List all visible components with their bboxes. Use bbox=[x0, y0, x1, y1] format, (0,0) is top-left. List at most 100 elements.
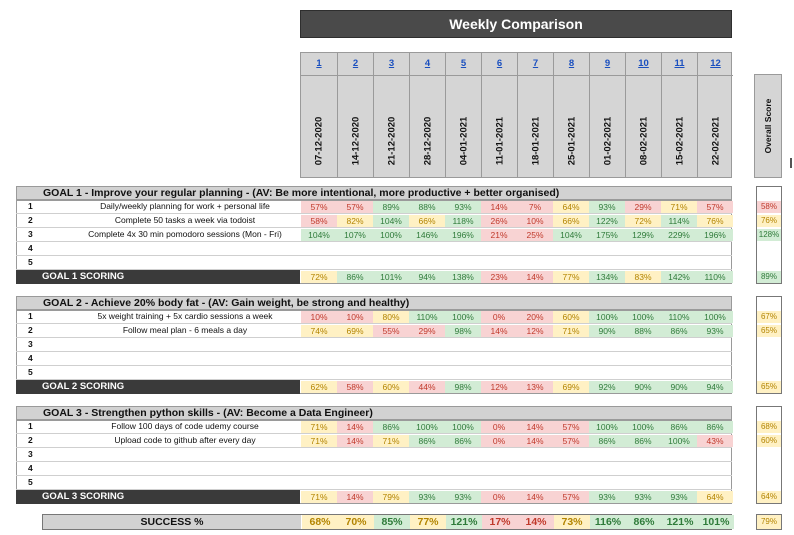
week-score-cell[interactable]: 196% bbox=[697, 229, 733, 241]
week-score-cell[interactable]: 0% bbox=[481, 311, 517, 323]
week-score-cell[interactable]: 60% bbox=[553, 311, 589, 323]
week-score-cell[interactable]: 93% bbox=[589, 201, 625, 213]
week-score-cell[interactable] bbox=[337, 257, 373, 269]
week-score-cell[interactable] bbox=[373, 463, 409, 475]
week-score-cell[interactable] bbox=[589, 257, 625, 269]
week-number-link[interactable]: 9 bbox=[604, 58, 611, 69]
week-score-cell[interactable]: 86% bbox=[409, 435, 445, 447]
week-score-cell[interactable] bbox=[409, 353, 445, 365]
week-score-cell[interactable]: 14% bbox=[481, 201, 517, 213]
week-score-cell[interactable]: 10% bbox=[337, 311, 373, 323]
week-score-cell[interactable]: 93% bbox=[445, 201, 481, 213]
week-score-cell[interactable]: 26% bbox=[481, 215, 517, 227]
week-score-cell[interactable] bbox=[409, 257, 445, 269]
week-number-link[interactable]: 3 bbox=[388, 58, 395, 69]
week-score-cell[interactable] bbox=[589, 463, 625, 475]
week-score-cell[interactable]: 88% bbox=[409, 201, 445, 213]
week-score-cell[interactable]: 14% bbox=[517, 421, 553, 433]
week-score-cell[interactable]: 57% bbox=[553, 421, 589, 433]
week-score-cell[interactable]: 69% bbox=[337, 325, 373, 337]
week-score-cell[interactable] bbox=[373, 257, 409, 269]
week-score-cell[interactable]: 100% bbox=[589, 311, 625, 323]
week-score-cell[interactable] bbox=[337, 463, 373, 475]
week-score-cell[interactable]: 57% bbox=[337, 201, 373, 213]
week-score-cell[interactable] bbox=[481, 463, 517, 475]
week-score-cell[interactable] bbox=[661, 243, 697, 255]
week-score-cell[interactable] bbox=[337, 353, 373, 365]
week-number-link[interactable]: 2 bbox=[352, 58, 359, 69]
week-score-cell[interactable]: 72% bbox=[625, 215, 661, 227]
week-score-cell[interactable] bbox=[625, 243, 661, 255]
week-score-cell[interactable] bbox=[445, 339, 481, 351]
week-score-cell[interactable]: 55% bbox=[373, 325, 409, 337]
week-score-cell[interactable] bbox=[481, 243, 517, 255]
week-score-cell[interactable] bbox=[481, 477, 517, 489]
week-score-cell[interactable]: 100% bbox=[661, 435, 697, 447]
week-score-cell[interactable] bbox=[625, 477, 661, 489]
week-score-cell[interactable]: 71% bbox=[373, 435, 409, 447]
week-score-cell[interactable] bbox=[697, 477, 733, 489]
week-score-cell[interactable]: 57% bbox=[697, 201, 733, 213]
week-number-link[interactable]: 11 bbox=[674, 58, 685, 69]
week-score-cell[interactable]: 104% bbox=[301, 229, 337, 241]
week-score-cell[interactable] bbox=[445, 243, 481, 255]
week-score-cell[interactable] bbox=[697, 449, 733, 461]
week-score-cell[interactable] bbox=[697, 353, 733, 365]
week-score-cell[interactable]: 100% bbox=[373, 229, 409, 241]
week-score-cell[interactable] bbox=[445, 367, 481, 379]
week-score-cell[interactable]: 90% bbox=[589, 325, 625, 337]
week-score-cell[interactable] bbox=[517, 367, 553, 379]
week-score-cell[interactable]: 100% bbox=[409, 421, 445, 433]
week-score-cell[interactable]: 86% bbox=[589, 435, 625, 447]
week-score-cell[interactable]: 71% bbox=[661, 201, 697, 213]
week-score-cell[interactable] bbox=[409, 477, 445, 489]
week-score-cell[interactable]: 100% bbox=[445, 421, 481, 433]
week-score-cell[interactable]: 58% bbox=[301, 215, 337, 227]
week-score-cell[interactable] bbox=[661, 449, 697, 461]
week-score-cell[interactable] bbox=[697, 243, 733, 255]
week-score-cell[interactable] bbox=[481, 353, 517, 365]
week-score-cell[interactable] bbox=[661, 257, 697, 269]
week-score-cell[interactable] bbox=[697, 257, 733, 269]
week-score-cell[interactable]: 229% bbox=[661, 229, 697, 241]
week-score-cell[interactable] bbox=[445, 257, 481, 269]
week-score-cell[interactable]: 100% bbox=[625, 421, 661, 433]
week-score-cell[interactable] bbox=[589, 449, 625, 461]
week-score-cell[interactable] bbox=[589, 353, 625, 365]
week-score-cell[interactable] bbox=[409, 463, 445, 475]
week-score-cell[interactable]: 0% bbox=[481, 435, 517, 447]
week-score-cell[interactable] bbox=[373, 477, 409, 489]
week-score-cell[interactable] bbox=[697, 463, 733, 475]
week-score-cell[interactable]: 100% bbox=[445, 311, 481, 323]
week-score-cell[interactable]: 100% bbox=[697, 311, 733, 323]
week-score-cell[interactable] bbox=[445, 477, 481, 489]
week-score-cell[interactable] bbox=[301, 339, 337, 351]
week-score-cell[interactable]: 86% bbox=[697, 421, 733, 433]
week-score-cell[interactable] bbox=[661, 367, 697, 379]
week-score-cell[interactable]: 107% bbox=[337, 229, 373, 241]
week-score-cell[interactable]: 122% bbox=[589, 215, 625, 227]
week-score-cell[interactable]: 104% bbox=[553, 229, 589, 241]
week-number-link[interactable]: 12 bbox=[710, 58, 721, 69]
week-score-cell[interactable]: 14% bbox=[337, 421, 373, 433]
week-score-cell[interactable] bbox=[517, 339, 553, 351]
week-score-cell[interactable] bbox=[301, 353, 337, 365]
week-score-cell[interactable]: 21% bbox=[481, 229, 517, 241]
week-score-cell[interactable] bbox=[337, 339, 373, 351]
week-score-cell[interactable] bbox=[589, 339, 625, 351]
week-score-cell[interactable]: 0% bbox=[481, 421, 517, 433]
week-score-cell[interactable] bbox=[625, 367, 661, 379]
week-score-cell[interactable]: 86% bbox=[445, 435, 481, 447]
week-score-cell[interactable] bbox=[625, 353, 661, 365]
week-score-cell[interactable]: 110% bbox=[409, 311, 445, 323]
week-score-cell[interactable]: 86% bbox=[661, 325, 697, 337]
week-score-cell[interactable] bbox=[553, 477, 589, 489]
week-score-cell[interactable]: 86% bbox=[625, 435, 661, 447]
week-score-cell[interactable]: 10% bbox=[517, 215, 553, 227]
week-score-cell[interactable]: 76% bbox=[697, 215, 733, 227]
week-number-link[interactable]: 4 bbox=[424, 58, 431, 69]
week-score-cell[interactable]: 10% bbox=[301, 311, 337, 323]
week-score-cell[interactable] bbox=[337, 367, 373, 379]
week-score-cell[interactable] bbox=[445, 449, 481, 461]
week-score-cell[interactable]: 118% bbox=[445, 215, 481, 227]
